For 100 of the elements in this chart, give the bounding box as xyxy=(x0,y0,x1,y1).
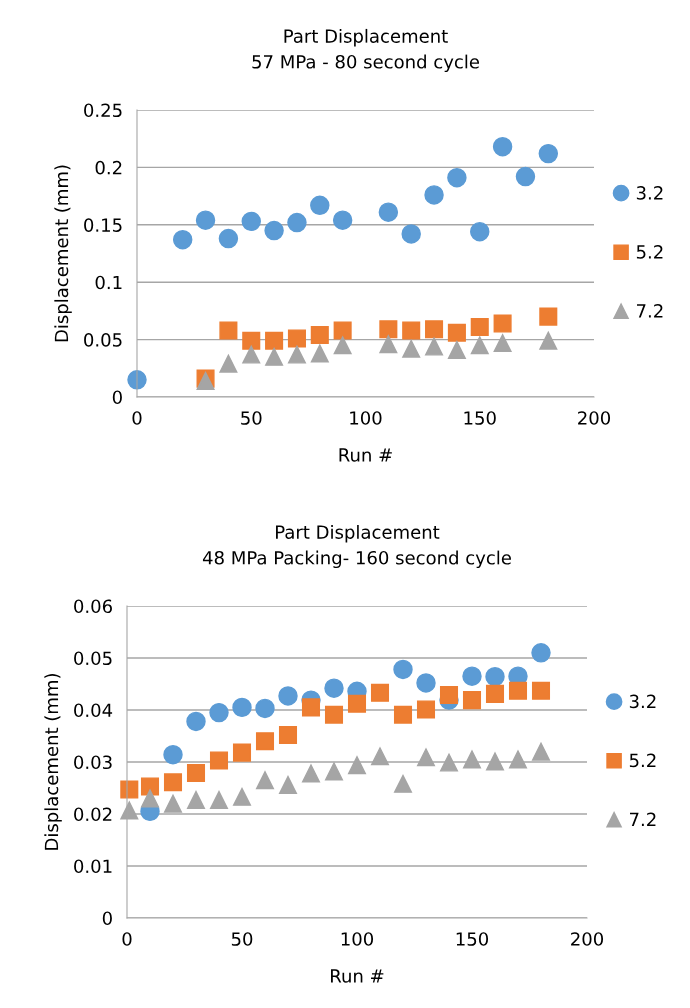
point xyxy=(163,773,183,792)
point xyxy=(485,684,505,703)
chart-title: Part Displacement xyxy=(276,524,440,543)
point xyxy=(492,137,513,157)
point xyxy=(470,317,489,337)
x-tick-label: 200 xyxy=(578,411,611,425)
y-tick-label: 0.05 xyxy=(84,333,122,347)
point xyxy=(462,666,482,686)
legend-label: 5.2 xyxy=(636,245,663,259)
point xyxy=(241,211,261,232)
point xyxy=(218,228,239,249)
point xyxy=(447,168,467,188)
point xyxy=(402,321,421,340)
point xyxy=(232,787,252,806)
x-tick-label: 150 xyxy=(456,932,489,946)
point xyxy=(172,230,193,250)
point xyxy=(140,777,160,796)
y-tick-label: 0.2 xyxy=(95,160,122,175)
point xyxy=(379,335,398,354)
point xyxy=(493,334,512,353)
point xyxy=(470,336,489,355)
point xyxy=(515,166,536,187)
point xyxy=(287,345,306,364)
point xyxy=(370,747,390,766)
y-tick-label: 0.03 xyxy=(74,755,112,770)
x-axis-title: Run # xyxy=(339,448,392,462)
point xyxy=(447,323,466,342)
x-tick-label: 0 xyxy=(132,411,142,425)
point xyxy=(439,685,459,704)
point xyxy=(416,673,436,693)
legend-label: 3.2 xyxy=(636,186,663,200)
legend-label: 7.2 xyxy=(637,304,663,318)
point xyxy=(324,678,344,698)
point xyxy=(186,763,206,782)
point xyxy=(425,337,444,356)
point xyxy=(287,329,306,348)
point xyxy=(209,751,229,770)
y-axis-title: Displacement (mm) xyxy=(44,673,62,850)
point xyxy=(531,643,551,663)
point xyxy=(379,320,398,339)
point xyxy=(278,775,298,794)
point xyxy=(265,331,284,350)
x-tick-label: 50 xyxy=(231,932,253,946)
point xyxy=(332,210,353,230)
point xyxy=(324,705,344,724)
y-tick-label: 0.04 xyxy=(74,703,113,718)
point xyxy=(439,753,459,772)
point xyxy=(140,789,160,808)
point xyxy=(485,666,505,687)
point xyxy=(539,307,558,326)
point xyxy=(186,711,206,732)
chart-title: Part Displacement xyxy=(284,28,448,47)
y-tick-label: 0.1 xyxy=(95,275,122,290)
point xyxy=(425,320,444,339)
point xyxy=(232,743,252,762)
point xyxy=(531,681,551,700)
point xyxy=(493,314,512,333)
y-axis-title: Displacement (mm) xyxy=(54,165,72,342)
point xyxy=(278,686,298,706)
point xyxy=(163,744,183,765)
point xyxy=(209,702,229,723)
point xyxy=(195,210,216,230)
chart-subtitle: 57 MPa - 80 second cycle xyxy=(252,54,480,73)
point xyxy=(347,694,367,713)
point xyxy=(163,794,183,813)
point xyxy=(378,202,399,222)
point xyxy=(219,354,238,373)
point xyxy=(255,771,275,790)
point xyxy=(310,195,330,216)
y-tick-label: 0.05 xyxy=(74,651,112,666)
point xyxy=(447,340,466,359)
y-tick-label: 0 xyxy=(112,390,122,405)
point xyxy=(301,764,321,783)
point xyxy=(462,750,482,769)
y-tick-label: 0.02 xyxy=(74,807,112,822)
chart-subtitle: 48 MPa Packing- 160 second cycle xyxy=(202,550,511,569)
point xyxy=(265,347,284,366)
y-tick-label: 0.25 xyxy=(84,103,122,118)
point xyxy=(287,212,307,233)
y-tick-label: 0 xyxy=(102,911,112,926)
point xyxy=(278,725,298,744)
point xyxy=(402,339,421,358)
x-tick-label: 0 xyxy=(122,932,132,946)
point xyxy=(401,224,421,244)
point xyxy=(508,750,528,769)
point xyxy=(370,683,390,702)
point xyxy=(508,681,528,700)
x-tick-label: 150 xyxy=(464,411,496,425)
y-tick-label: 0.15 xyxy=(84,218,122,232)
point xyxy=(310,344,329,363)
point xyxy=(242,331,261,350)
y-tick-label: 0.06 xyxy=(74,599,112,614)
point xyxy=(393,659,413,680)
x-tick-label: 200 xyxy=(571,932,604,946)
point xyxy=(333,321,352,340)
point xyxy=(393,705,413,724)
point xyxy=(264,220,284,241)
point xyxy=(416,748,436,767)
point xyxy=(470,221,490,242)
point xyxy=(219,321,238,340)
